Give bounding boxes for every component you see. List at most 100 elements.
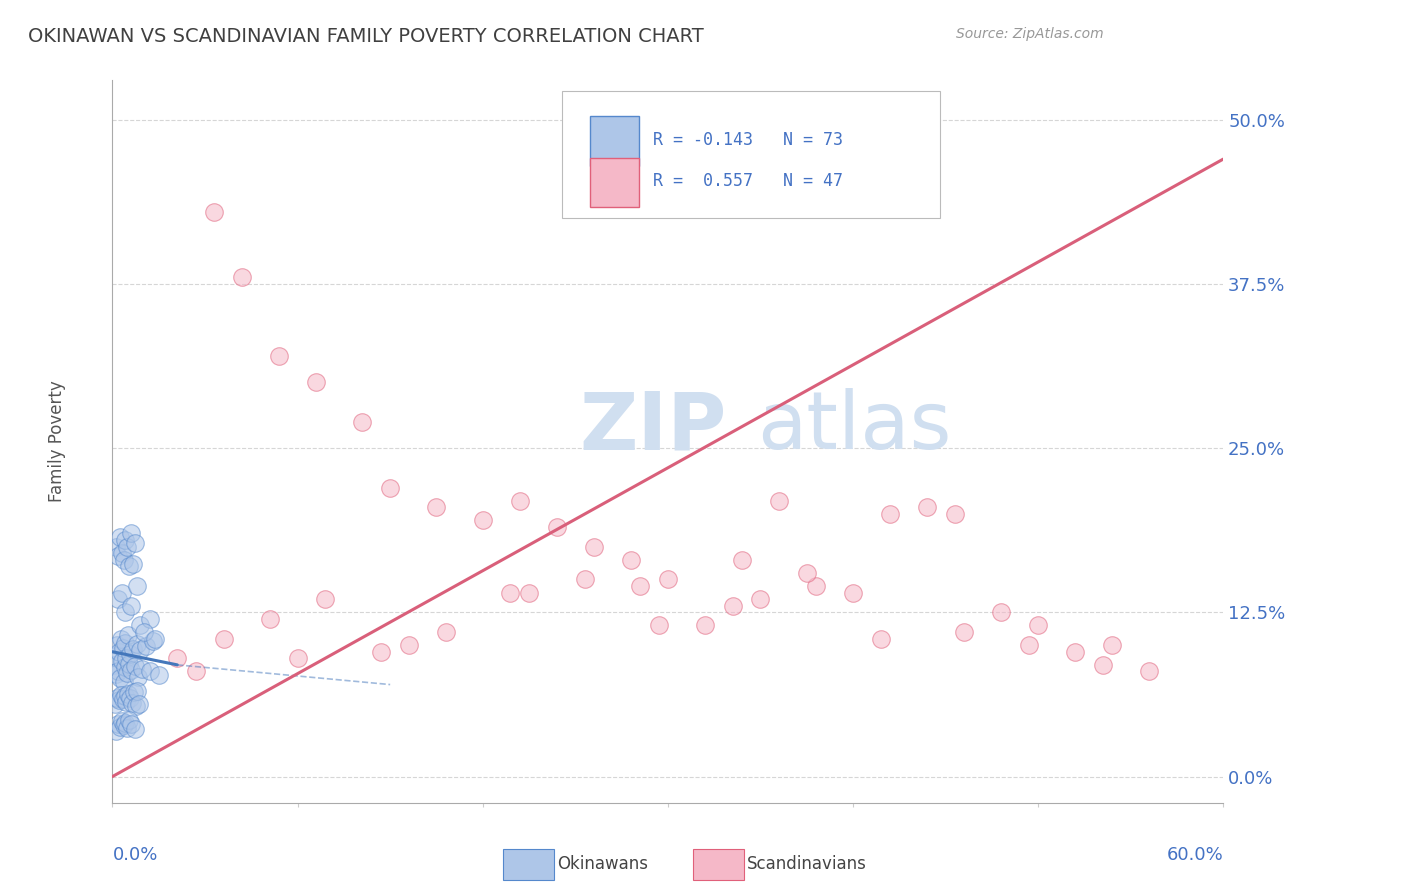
Point [127,670,149,684]
Point [1018,638,1040,652]
Point [105,667,128,681]
Point [135,640,157,654]
Point [1026,618,1049,632]
Point [114,635,136,649]
Point [231,270,253,285]
Point [166,651,188,665]
Point [118,713,141,727]
Point [104,698,127,712]
Point [111,692,134,706]
Point [117,540,139,554]
Point [111,714,134,729]
Point [115,651,138,665]
Text: atlas: atlas [756,388,950,467]
Point [943,507,966,521]
Point [142,634,165,648]
Point [148,668,170,682]
Point [869,632,891,646]
FancyBboxPatch shape [591,117,638,166]
Point [267,349,291,363]
Point [1064,645,1087,659]
Point [117,665,139,680]
Point [138,612,160,626]
Point [768,493,790,508]
Text: OKINAWAN VS SCANDINAVIAN FAMILY POVERTY CORRELATION CHART: OKINAWAN VS SCANDINAVIAN FAMILY POVERTY … [28,27,704,45]
Point [103,657,125,672]
Point [352,415,374,429]
Point [647,618,669,632]
Point [117,721,139,735]
Point [115,695,138,709]
Point [546,520,568,534]
Point [121,642,143,657]
Text: Source: ZipAtlas.com: Source: ZipAtlas.com [956,27,1104,41]
Point [107,665,129,679]
Point [111,585,134,599]
Point [120,526,142,541]
Point [202,204,225,219]
Point [108,671,131,685]
Point [111,640,134,655]
Point [990,605,1012,619]
Point [128,698,150,712]
Point [110,632,132,646]
Point [105,690,128,705]
FancyBboxPatch shape [591,158,638,207]
Point [118,559,141,574]
Text: Scandinavians: Scandinavians [747,855,866,873]
Point [107,592,129,607]
Point [184,665,207,679]
Point [915,500,938,515]
Point [212,632,235,646]
Point [1101,638,1123,652]
Point [842,585,865,599]
Point [108,720,131,734]
Point [287,651,309,665]
Point [112,553,135,567]
Point [120,690,142,705]
Point [120,663,142,677]
Point [796,566,818,580]
Point [108,531,131,545]
Point [434,625,457,640]
Point [517,585,540,599]
Point [314,592,336,607]
Point [125,637,148,651]
Point [124,723,146,737]
Point [117,627,139,641]
Text: Family Poverty: Family Poverty [48,381,66,502]
Point [114,660,136,674]
Point [114,690,136,704]
Point [499,585,522,599]
Point [105,638,128,652]
Point [120,648,142,662]
Point [582,540,605,554]
Point [104,648,127,663]
Point [1137,665,1160,679]
Point [120,717,142,731]
Point [953,625,976,640]
Point [138,665,160,679]
Point [693,618,716,632]
Point [114,715,136,730]
Point [1091,657,1114,672]
Point [509,493,531,508]
Point [398,638,420,652]
Point [105,723,128,738]
Point [305,376,328,390]
Point [108,693,131,707]
Point [107,549,129,563]
Point [118,657,141,671]
Point [380,481,402,495]
Point [120,599,142,613]
Point [105,540,128,554]
Point [111,654,134,668]
FancyBboxPatch shape [562,91,941,218]
Point [425,500,447,515]
Point [804,579,827,593]
Point [749,592,772,607]
Point [471,513,494,527]
Point [721,599,744,613]
Point [117,687,139,701]
Point [124,659,146,673]
